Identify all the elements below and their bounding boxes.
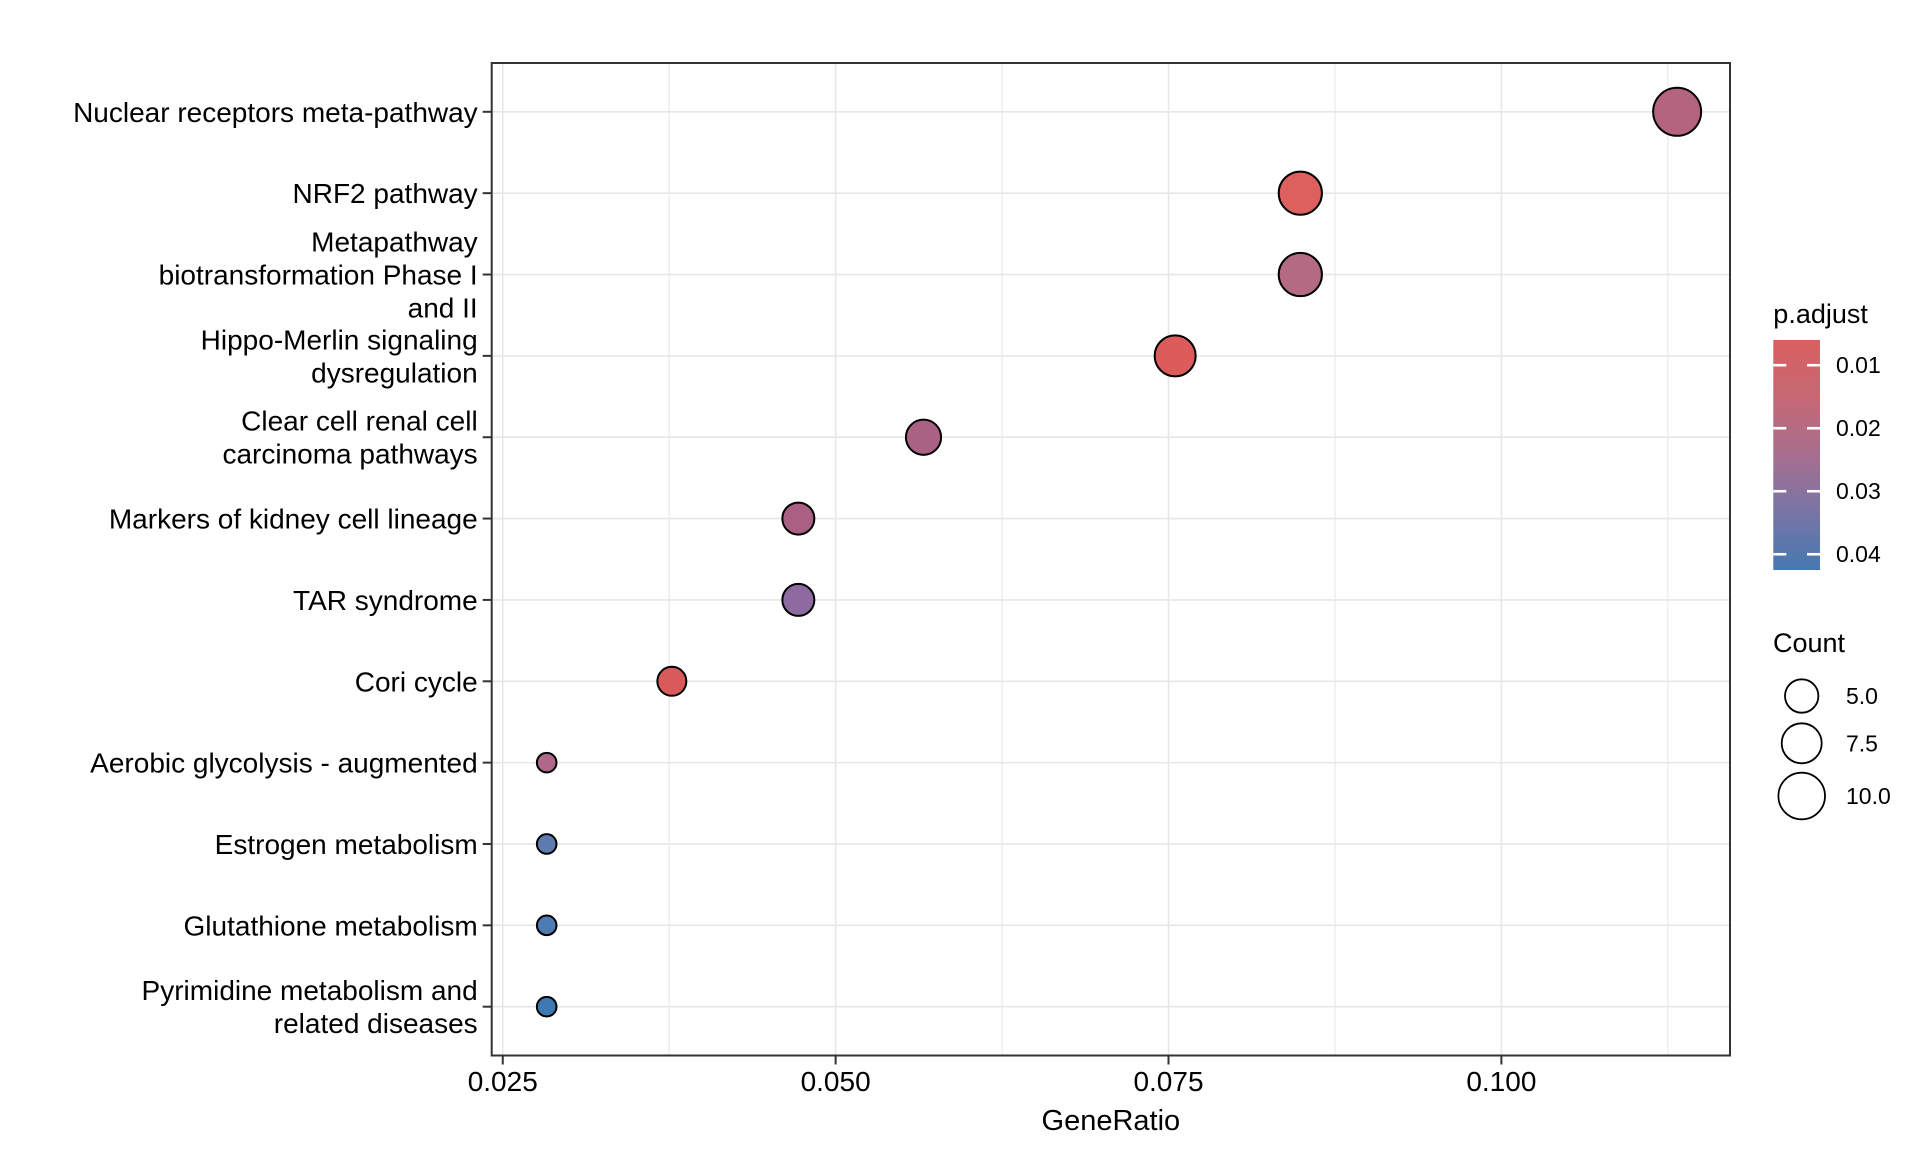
- data-point-3: [1153, 334, 1197, 378]
- x-tick-label: 0.050: [801, 1066, 871, 1097]
- x-tick-label: 0.025: [468, 1066, 538, 1097]
- gridlines: [491, 63, 1730, 1056]
- data-point-2: [1277, 251, 1323, 298]
- count-legend-label: 10.0: [1846, 783, 1891, 809]
- data-point-4: [904, 418, 943, 456]
- data-point-10: [535, 914, 558, 937]
- x-tick-label: 0.075: [1133, 1066, 1203, 1097]
- padjust-tick-label: 0.04: [1836, 541, 1881, 567]
- y-category-label: NRF2 pathway: [293, 178, 478, 209]
- y-category-label: Clear cell renal cell carcinoma pathways: [222, 406, 477, 470]
- y-category-label: Cori cycle: [355, 666, 478, 697]
- y-category-label: Nuclear receptors meta-pathway: [73, 97, 478, 128]
- padjust-tick-label: 0.03: [1836, 478, 1881, 504]
- axis-ticks: [482, 110, 1503, 1065]
- count-legend-circle: [1780, 722, 1823, 765]
- y-category-label: Pyrimidine metabolism and related disease…: [142, 975, 478, 1039]
- data-point-9: [535, 833, 558, 855]
- panel-border: [490, 62, 1732, 1057]
- data-point-0: [1652, 86, 1703, 137]
- data-point-11: [535, 995, 558, 1018]
- count-legend-circle: [1784, 678, 1820, 714]
- padjust-legend-title: p.adjust: [1773, 299, 1868, 329]
- y-category-label: Glutathione metabolism: [184, 910, 478, 941]
- y-category-label: Markers of kidney cell lineage: [109, 504, 478, 535]
- y-category-label: Hippo-Merlin signaling dysregulation: [201, 324, 478, 388]
- plot-panel: [491, 63, 1731, 1056]
- data-point-7: [656, 665, 688, 697]
- y-category-label: Estrogen metabolism: [215, 829, 478, 860]
- count-legend-title: Count: [1773, 628, 1846, 658]
- data-point-6: [781, 582, 816, 617]
- data-point-8: [535, 751, 558, 774]
- x-tick-label: 0.100: [1466, 1066, 1536, 1097]
- y-category-label: TAR syndrome: [293, 585, 478, 616]
- data-point-1: [1277, 170, 1323, 216]
- y-category-label: Aerobic glycolysis - augmented: [90, 748, 478, 779]
- data-point-5: [781, 501, 816, 536]
- data-points: [535, 86, 1703, 1018]
- count-legend-label: 5.0: [1846, 683, 1878, 709]
- padjust-colorbar: [1773, 340, 1820, 570]
- padjust-tick-label: 0.02: [1836, 415, 1881, 441]
- x-axis-title: GeneRatio: [1042, 1105, 1181, 1137]
- count-legend-circle: [1777, 771, 1826, 821]
- count-legend-label: 7.5: [1846, 730, 1878, 756]
- padjust-tick-label: 0.01: [1836, 352, 1881, 378]
